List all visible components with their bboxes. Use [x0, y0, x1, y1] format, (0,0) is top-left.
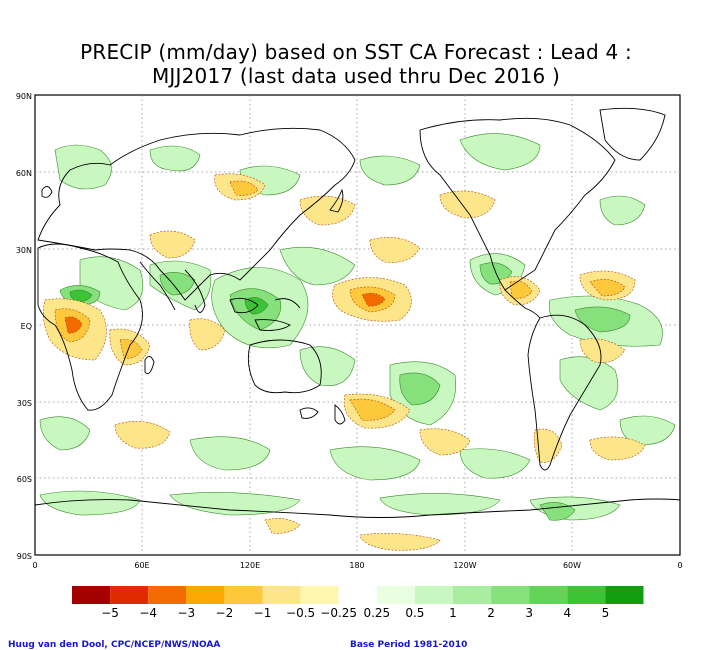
legend-swatch [567, 586, 606, 604]
legend-label: −4 [139, 606, 157, 620]
legend-swatch [376, 586, 415, 604]
color-legend-labels: −5 −4 −3 −2 −1 −0.5 −0.25 0.25 0.5 1 2 3 4 5 [101, 606, 609, 620]
lat-label: EQ [21, 322, 32, 331]
legend-label: −5 [101, 606, 119, 620]
legend-label: 1 [449, 606, 457, 620]
lon-label: 120W [453, 561, 476, 570]
map-title-line1: PRECIP (mm/day) based on SST CA Forecast… [80, 40, 632, 64]
legend-label: 4 [563, 606, 571, 620]
legend-label: 0.25 [363, 606, 390, 620]
lon-label: 120E [240, 561, 260, 570]
legend-swatch [110, 586, 149, 604]
legend-swatch [262, 586, 301, 604]
lat-label: 60S [17, 475, 32, 484]
lat-label: 30S [17, 399, 32, 408]
legend-swatch [148, 586, 187, 604]
lon-label: 180 [349, 561, 364, 570]
legend-label: 0.5 [405, 606, 424, 620]
legend-label: −3 [177, 606, 195, 620]
legend-label: 2 [487, 606, 495, 620]
lat-label: 90N [16, 92, 32, 101]
legend-label: 3 [525, 606, 533, 620]
legend-swatch [72, 586, 111, 604]
lat-label: 60N [16, 169, 32, 178]
legend-swatch [186, 586, 225, 604]
lon-label: 60W [563, 561, 581, 570]
map-title-line2: MJJ2017 (last data used thru Dec 2016 ) [151, 64, 561, 88]
legend-label: −2 [216, 606, 234, 620]
coastlines [35, 107, 680, 518]
longitude-labels: 0 60E 120E 180 120W 60W 0 [32, 561, 682, 570]
legend-label: −0.5 [286, 606, 315, 620]
lon-label: 0 [677, 561, 682, 570]
latitude-labels: 90N 60N 30N EQ 30S 60S 90S [16, 92, 32, 561]
legend-label: −1 [254, 606, 272, 620]
legend-swatch [453, 586, 492, 604]
color-legend [72, 586, 644, 604]
legend-swatch [529, 586, 568, 604]
base-period-note: Base Period 1981-2010 [350, 640, 468, 650]
precip-dry-field [43, 173, 646, 551]
legend-swatch [414, 586, 453, 604]
credit-author: Huug van den Dool, CPC/NCEP/NWS/NOAA [8, 640, 221, 650]
legend-swatch [491, 586, 530, 604]
legend-label: 5 [602, 606, 610, 620]
lon-label: 0 [32, 561, 37, 570]
legend-swatch [605, 586, 644, 604]
legend-label: −0.25 [320, 606, 357, 620]
lat-label: 30N [16, 246, 32, 255]
lat-label: 90S [17, 552, 32, 561]
legend-swatch [300, 586, 339, 604]
legend-swatch [338, 586, 377, 604]
lon-label: 60E [134, 561, 149, 570]
legend-swatch [224, 586, 263, 604]
